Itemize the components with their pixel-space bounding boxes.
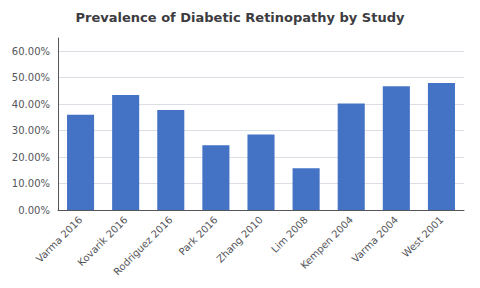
svg-text:50.00%: 50.00% <box>12 72 50 83</box>
svg-text:Varma 2004: Varma 2004 <box>350 214 401 265</box>
svg-text:West 2001: West 2001 <box>400 214 445 259</box>
svg-text:Lim 2008: Lim 2008 <box>269 214 310 255</box>
svg-text:30.00%: 30.00% <box>12 125 50 136</box>
svg-text:40.00%: 40.00% <box>12 99 50 110</box>
svg-text:10.00%: 10.00% <box>12 178 50 189</box>
svg-text:Varma 2016: Varma 2016 <box>34 214 85 265</box>
svg-text:Zhang 2010: Zhang 2010 <box>214 214 265 265</box>
svg-text:Kempen 2004: Kempen 2004 <box>298 214 355 271</box>
svg-text:0.00%: 0.00% <box>18 205 50 216</box>
svg-text:Kovarik 2016: Kovarik 2016 <box>75 214 130 269</box>
svg-text:60.00%: 60.00% <box>12 46 50 57</box>
svg-text:20.00%: 20.00% <box>12 152 50 163</box>
svg-text:Rodriguez 2016: Rodriguez 2016 <box>111 214 174 277</box>
svg-text:Prevalence of Diabetic Retinop: Prevalence of Diabetic Retinopathy by St… <box>76 10 405 25</box>
svg-text:Park 2016: Park 2016 <box>177 214 220 257</box>
